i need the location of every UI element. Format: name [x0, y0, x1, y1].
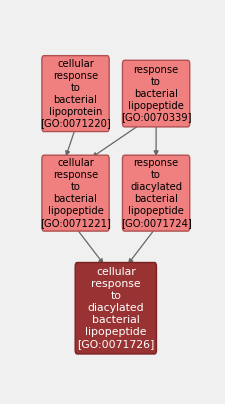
Text: cellular
response
to
bacterial
lipopeptide
[GO:0071221]: cellular response to bacterial lipopepti… [40, 158, 110, 228]
FancyBboxPatch shape [75, 263, 156, 354]
Text: response
to
bacterial
lipopeptide
[GO:0070339]: response to bacterial lipopeptide [GO:00… [120, 65, 191, 122]
FancyBboxPatch shape [42, 155, 109, 231]
Text: cellular
response
to
diacylated
bacterial
lipopeptide
[GO:0071726]: cellular response to diacylated bacteria… [77, 267, 154, 349]
FancyBboxPatch shape [122, 60, 189, 127]
FancyBboxPatch shape [122, 155, 189, 231]
Text: response
to
diacylated
bacterial
lipopeptide
[GO:0071724]: response to diacylated bacterial lipopep… [120, 158, 191, 228]
FancyBboxPatch shape [42, 56, 109, 132]
Text: cellular
response
to
bacterial
lipoprotein
[GO:0071220]: cellular response to bacterial lipoprote… [40, 59, 110, 128]
